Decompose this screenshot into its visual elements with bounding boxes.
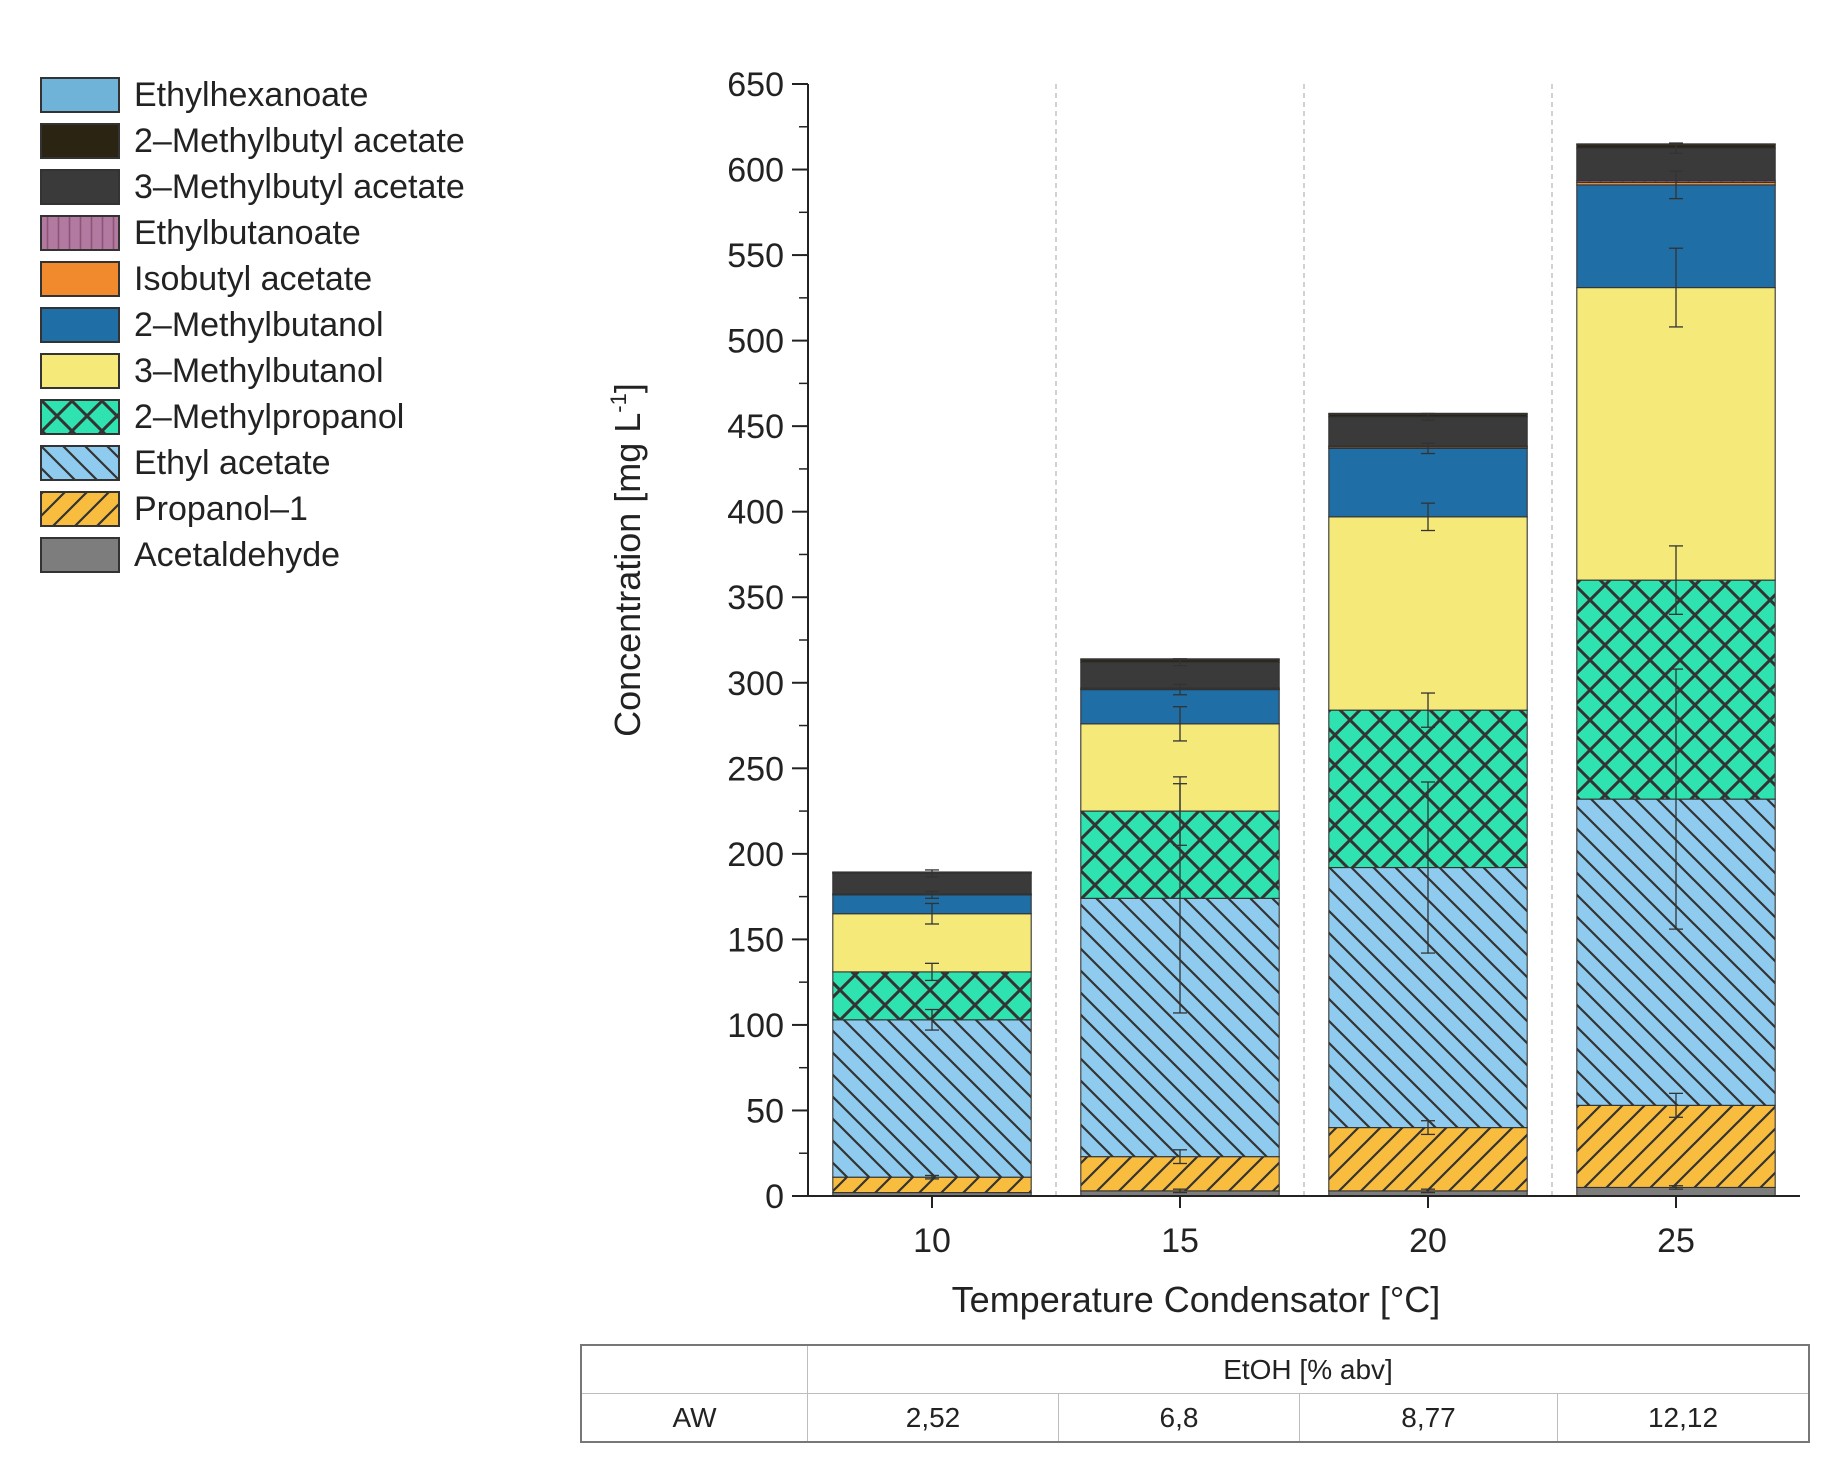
legend-item-ethylhexanoate: Ethylhexanoate — [40, 72, 510, 118]
etoh-value-15: 6,8 — [1058, 1393, 1300, 1443]
y-tick-label: 350 — [727, 579, 784, 617]
error-bar-3-methylbutyl-acetate-10 — [925, 869, 939, 878]
error-bar-3-methylbutyl-acetate-15 — [1173, 658, 1187, 667]
legend-swatch — [40, 399, 120, 435]
y-tick-label: 100 — [727, 1007, 784, 1045]
y-axis-title: Concentration [mg L-1] — [606, 383, 648, 737]
legend-item-ethylbutanoate: Ethylbutanoate — [40, 210, 510, 256]
legend-item-3-methylbutyl-acetate: 3–Methylbutyl acetate — [40, 164, 510, 210]
error-bar-2-methylbutanol-10 — [925, 890, 939, 899]
legend-label: 2–Methylbutyl acetate — [134, 121, 465, 160]
error-bar-3-methylbutanol-10 — [925, 902, 939, 925]
y-axis-title-end: ] — [607, 383, 648, 393]
error-bar-acetaldehyde-15 — [1173, 1188, 1187, 1194]
etoh-table-header-row: EtOH [% abv] — [580, 1344, 1810, 1394]
chart-legend: Ethylhexanoate 2–Methylbutyl acetate 3–Met… — [40, 72, 510, 578]
error-bar-2-methylpropanol-10 — [925, 962, 939, 982]
y-axis-title-main: Concentration [mg L — [607, 413, 648, 737]
y-tick-label: 50 — [746, 1092, 784, 1130]
error-bar-3-methylbutyl-acetate-20 — [1421, 412, 1435, 421]
error-bar-3-methylbutanol-20 — [1421, 502, 1435, 532]
y-axis-title-sup: -1 — [606, 393, 631, 413]
stacked-bar-chart: 0 50 100 150 200 250 300 350 400 450 500 550 600 650 1… — [606, 66, 1800, 1320]
error-bar-2-methylpropanol-25 — [1669, 545, 1683, 615]
etoh-table-corner — [580, 1344, 808, 1394]
error-bar-ethyl-acetate-25 — [1669, 668, 1683, 930]
y-tick-label: 450 — [727, 408, 784, 446]
y-tick-label: 400 — [727, 494, 784, 532]
legend-label: 2–Methylpropanol — [134, 397, 405, 436]
legend-item-2-methylbutanol: 2–Methylbutanol — [40, 302, 510, 348]
legend-item-isobutyl-acetate: Isobutyl acetate — [40, 256, 510, 302]
y-tick-label: 550 — [727, 237, 784, 275]
error-bar-ethyl-acetate-20 — [1421, 781, 1435, 954]
bar-3-methylbutanol-20 — [1328, 516, 1528, 711]
x-tick-label: 20 — [1409, 1222, 1447, 1260]
y-tick-label: 300 — [727, 665, 784, 703]
error-bar-2-methylpropanol-15 — [1173, 776, 1187, 846]
legend-swatch — [40, 261, 120, 297]
legend-swatch — [40, 445, 120, 481]
y-tick-label: 500 — [727, 323, 784, 361]
legend-swatch — [40, 537, 120, 573]
etoh-value-20: 8,77 — [1299, 1393, 1558, 1443]
etoh-table-header: EtOH [% abv] — [807, 1344, 1810, 1394]
legend-item-3-methylbutanol: 3–Methylbutanol — [40, 348, 510, 394]
etoh-value-25: 12,12 — [1557, 1393, 1810, 1443]
error-bar-acetaldehyde-25 — [1669, 1185, 1683, 1190]
bar-ethyl-acetate-10 — [832, 1019, 1032, 1178]
x-tick-label: 25 — [1657, 1222, 1695, 1260]
y-tick-label: 650 — [727, 66, 784, 104]
legend-item-2-methylbutyl-acetate: 2–Methylbutyl acetate — [40, 118, 510, 164]
x-tick-label: 10 — [913, 1222, 951, 1260]
error-bar-propanol-1-25 — [1669, 1092, 1683, 1118]
legend-swatch — [40, 169, 120, 205]
error-bar-2-methylbutanol-25 — [1669, 170, 1683, 200]
bar-3-methylbutyl-acetate-20 — [1328, 416, 1528, 447]
legend-label: 2–Methylbutanol — [134, 305, 384, 344]
error-bar-2-methylbutanol-20 — [1421, 442, 1435, 455]
legend-swatch — [40, 215, 120, 251]
legend-label: Ethyl acetate — [134, 443, 331, 482]
legend-swatch — [40, 353, 120, 389]
bar-propanol-1-20 — [1328, 1127, 1528, 1192]
error-bar-propanol-1-20 — [1421, 1120, 1435, 1136]
legend-item-ethyl-acetate: Ethyl acetate — [40, 440, 510, 486]
error-bar-2-methylpropanol-20 — [1421, 692, 1435, 728]
error-bar-2-methylbutanol-15 — [1173, 683, 1187, 696]
legend-label: Acetaldehyde — [134, 535, 341, 574]
y-tick-label: 600 — [727, 152, 784, 190]
etoh-table-row: AW 2,52 6,8 8,77 12,12 — [580, 1393, 1810, 1443]
x-axis-title: Temperature Condensator [°C] — [952, 1279, 1441, 1320]
error-bar-ethyl-acetate-10 — [925, 1008, 939, 1031]
legend-label: Ethylhexanoate — [134, 75, 369, 114]
bar-3-methylbutanol-25 — [1576, 287, 1776, 581]
error-bar-3-methylbutanol-25 — [1669, 247, 1683, 328]
legend-swatch — [40, 307, 120, 343]
legend-item-propanol-1: Propanol–1 — [40, 486, 510, 532]
legend-item-acetaldehyde: Acetaldehyde — [40, 532, 510, 578]
etoh-table: EtOH [% abv] AW 2,52 6,8 8,77 12,12 — [580, 1344, 1810, 1443]
legend-item-2-methylpropanol: 2–Methylpropanol — [40, 394, 510, 440]
y-tick-label: 150 — [727, 921, 784, 959]
legend-swatch — [40, 123, 120, 159]
y-tick-label: 250 — [727, 750, 784, 788]
error-bar-propanol-1-15 — [1173, 1149, 1187, 1165]
legend-swatch — [40, 77, 120, 113]
legend-label: Isobutyl acetate — [134, 259, 373, 298]
etoh-table-row-label: AW — [580, 1393, 808, 1443]
legend-label: Ethylbutanoate — [134, 213, 361, 252]
legend-swatch — [40, 491, 120, 527]
legend-label: 3–Methylbutanol — [134, 351, 384, 390]
legend-label: Propanol–1 — [134, 489, 308, 528]
x-tick-label: 15 — [1161, 1222, 1199, 1260]
y-tick-label: 200 — [727, 836, 784, 874]
error-bar-3-methylbutanol-15 — [1173, 706, 1187, 742]
y-tick-label: 0 — [765, 1178, 784, 1216]
etoh-value-10: 2,52 — [807, 1393, 1059, 1443]
error-bar-3-methylbutyl-acetate-25 — [1669, 142, 1683, 154]
error-bar-acetaldehyde-20 — [1421, 1188, 1435, 1194]
error-bar-propanol-1-10 — [925, 1174, 939, 1180]
legend-label: 3–Methylbutyl acetate — [134, 167, 465, 206]
